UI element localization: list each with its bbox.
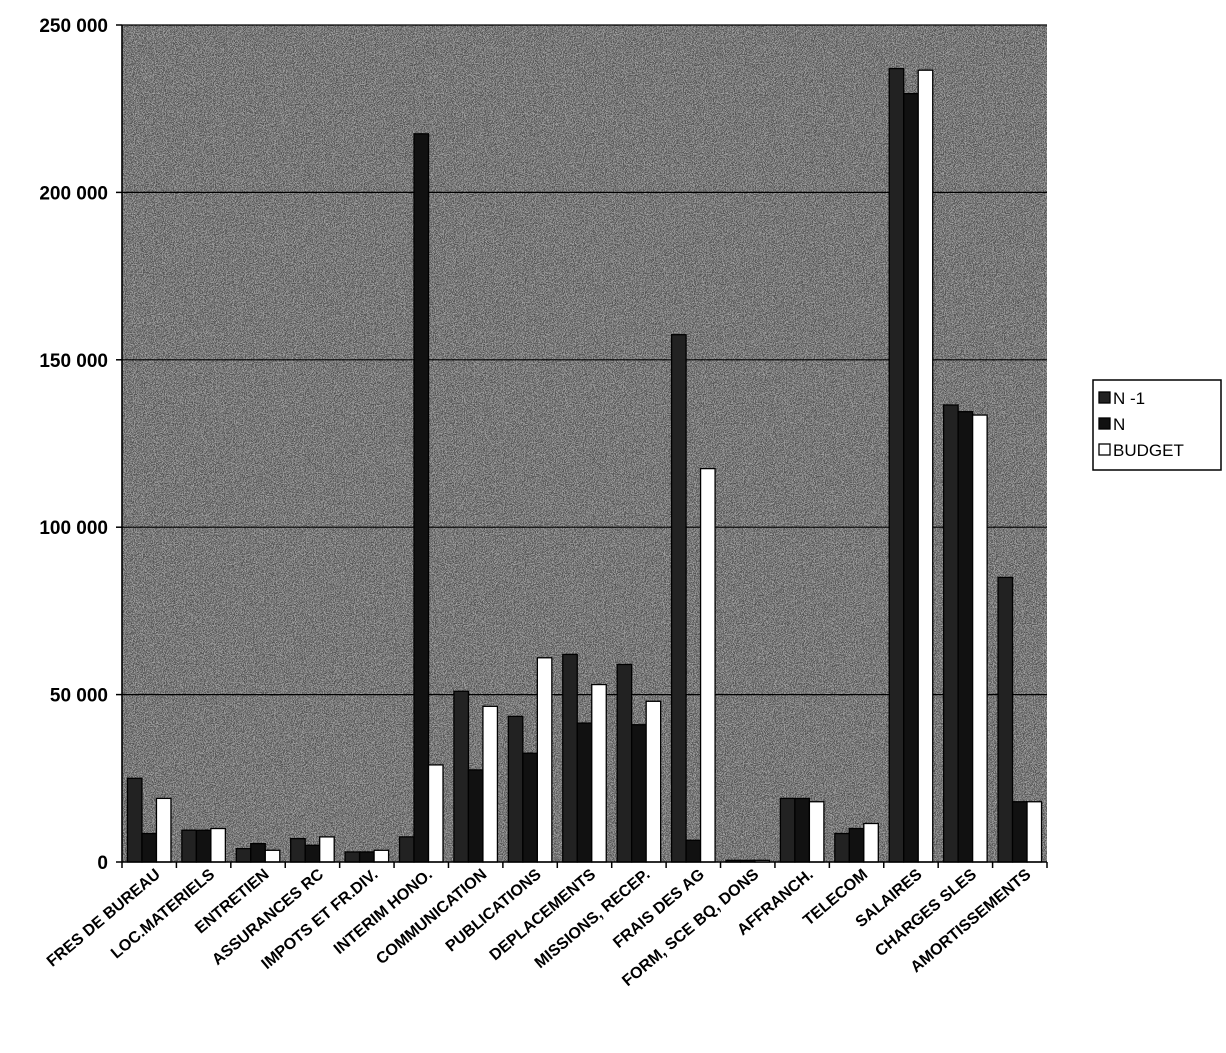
- bar: [522, 752, 538, 863]
- bar: [917, 69, 934, 863]
- bar: [645, 700, 662, 863]
- x-tick-label: LOC.MATERIELS: [108, 866, 218, 962]
- bar: [264, 849, 281, 863]
- y-tick-label: 150 000: [39, 351, 108, 372]
- bar: [808, 801, 825, 863]
- y-tick-label: 250 000: [39, 16, 108, 37]
- bar: [848, 827, 865, 863]
- bar: [467, 769, 484, 863]
- legend-label: N -1: [1113, 389, 1145, 408]
- bar: [631, 724, 647, 863]
- bar: [304, 844, 321, 863]
- legend-swatch: [1098, 391, 1111, 404]
- bar: [794, 797, 811, 863]
- legend-box: [1092, 379, 1222, 471]
- y-tick-label: 200 000: [39, 183, 108, 204]
- legend: N -1 N BUDGET: [1092, 379, 1222, 471]
- x-tick-label: PUBLICATIONS: [443, 866, 545, 956]
- y-tick-label: 100 000: [39, 518, 108, 539]
- bar: [834, 832, 850, 863]
- legend-label: N: [1113, 415, 1125, 434]
- bar: [126, 777, 143, 863]
- x-axis-ticks: FRES DE BUREAULOC.MATERIELSENTRETIENASSU…: [44, 862, 1048, 990]
- bar: [616, 663, 633, 863]
- bar: [235, 847, 252, 863]
- bar: [413, 133, 430, 863]
- y-tick-label: 0: [97, 853, 108, 874]
- bar: [344, 851, 361, 863]
- x-tick-label: INTERIM HONO.: [331, 866, 436, 958]
- x-tick-label: CHARGES SLES: [872, 866, 980, 960]
- axes: [121, 25, 1047, 863]
- bar: [141, 832, 158, 863]
- bar: [427, 764, 444, 863]
- bar: [670, 334, 687, 863]
- bar: [398, 836, 415, 863]
- y-tick-label: 50 000: [50, 686, 108, 707]
- bar: [1011, 801, 1028, 863]
- bar: [1026, 801, 1043, 863]
- bar: [576, 722, 593, 863]
- bar: [453, 690, 470, 863]
- bar: [699, 467, 716, 863]
- bar: [250, 842, 266, 863]
- bar: [482, 705, 499, 863]
- bar: [971, 414, 988, 863]
- bar: [779, 797, 796, 863]
- bar: [957, 411, 974, 863]
- legend-swatch: [1098, 443, 1111, 456]
- x-tick-label: FRAIS DES AG: [610, 866, 708, 952]
- bar: [155, 797, 172, 863]
- bar: [888, 67, 905, 863]
- bar: [997, 576, 1014, 863]
- bar: [195, 829, 212, 863]
- legend-swatch: [1098, 417, 1111, 430]
- bar: [591, 683, 607, 863]
- bar: [290, 837, 306, 863]
- bar: [685, 839, 702, 863]
- bar: [181, 829, 198, 863]
- bars: [126, 67, 1043, 863]
- bar: [863, 822, 879, 863]
- legend-label: BUDGET: [1113, 441, 1184, 460]
- bar: [562, 653, 578, 863]
- bar: [536, 657, 553, 863]
- bar: [373, 849, 390, 863]
- bar: [210, 827, 227, 863]
- bar: [507, 715, 524, 863]
- bar: [903, 92, 919, 863]
- bar: [942, 404, 959, 863]
- bar: [358, 851, 375, 863]
- y-axis-ticks: 0 50 000 100 000 150 000 200 000 250 000: [39, 16, 122, 874]
- bar: [319, 836, 335, 863]
